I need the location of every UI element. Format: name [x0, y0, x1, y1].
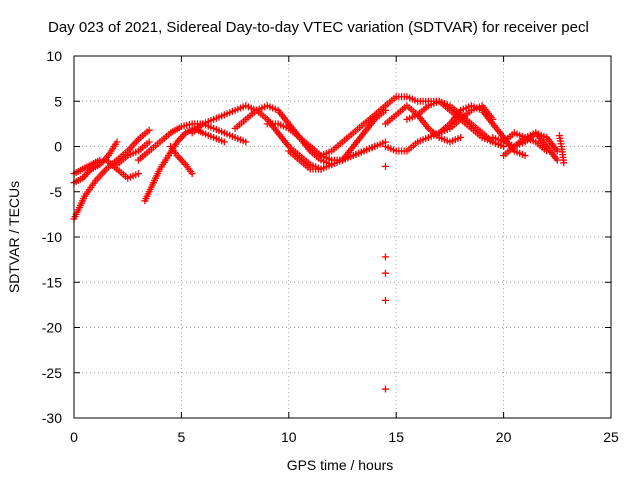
data-point: [560, 159, 568, 167]
y-tick-label: 10: [46, 48, 62, 64]
data-point-outlier: [381, 162, 389, 170]
data-point: [457, 133, 465, 141]
x-axis-label: GPS time / hours: [287, 457, 394, 473]
x-tick-label: 10: [281, 429, 297, 445]
data-point-outlier: [381, 253, 389, 261]
x-tick-label: 20: [496, 429, 512, 445]
y-tick-label: -30: [42, 410, 62, 426]
y-axis-label: SDTVAR / TECUs: [6, 181, 22, 293]
x-tick-label: 15: [388, 429, 404, 445]
data-point: [543, 147, 551, 155]
x-tick-label: 0: [70, 429, 78, 445]
x-tick-label: 25: [603, 429, 619, 445]
y-tick-label: 5: [54, 93, 62, 109]
y-tick-label: -25: [42, 365, 62, 381]
data-point: [242, 138, 250, 146]
chart-title: Day 023 of 2021, Sidereal Day-to-day VTE…: [48, 19, 589, 36]
data-point: [521, 152, 529, 160]
y-tick-label: 0: [54, 139, 62, 155]
x-tick-label: 5: [178, 429, 186, 445]
y-tick-label: -5: [50, 184, 63, 200]
data-point-outlier: [381, 296, 389, 304]
grid-lines: [74, 56, 611, 418]
data-point: [145, 138, 153, 146]
axis-ticks: 0 5 10 15 20 25 -30 -25 -20 -15 -10 -5 0 5 10: [42, 48, 619, 445]
data-point: [134, 170, 142, 178]
data-point: [188, 170, 196, 178]
data-point: [220, 138, 228, 146]
data-point: [553, 156, 561, 164]
data-point: [113, 138, 121, 146]
data-points: [70, 93, 568, 393]
y-tick-label: -15: [42, 274, 62, 290]
data-point-outlier: [381, 385, 389, 393]
plot-frame: [73, 55, 612, 419]
data-point: [145, 126, 153, 134]
y-tick-label: -10: [42, 229, 62, 245]
y-tick-label: -20: [42, 320, 62, 336]
data-point: [553, 147, 561, 155]
data-point-outlier: [381, 269, 389, 277]
